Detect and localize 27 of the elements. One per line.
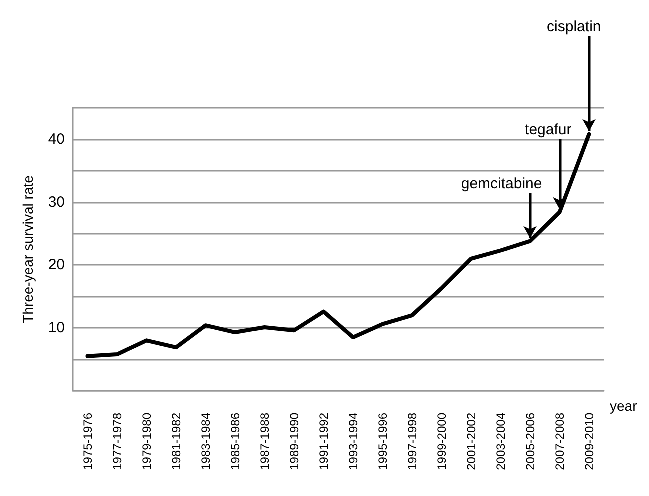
x-tick-label: 1977-1978: [110, 412, 124, 470]
x-tick-label: 1979-1980: [140, 412, 154, 470]
x-tick-label: 1991-1992: [316, 412, 331, 470]
x-tick-label: 1983-1984: [198, 412, 213, 470]
x-tick-label: 2007-2008: [552, 412, 567, 470]
annotation: gemcitabine: [461, 175, 542, 192]
x-tick-label: 2005-2006: [523, 412, 538, 470]
annotation: cisplatin: [547, 18, 602, 36]
x-tick-label: 2009-2010: [582, 412, 596, 470]
x-tick-label: 1997-1998: [405, 412, 420, 470]
y-tick-label: 10: [48, 320, 65, 337]
y-tick-label: 20: [48, 256, 65, 274]
x-tick-label: 1999-2000: [434, 412, 449, 470]
y-axis-title: Three-year survival rate: [20, 175, 36, 324]
x-tick-label: 1995-1996: [376, 412, 390, 470]
x-tick-label: 2001-2002: [464, 412, 478, 470]
x-tick-label: 1975-1976: [80, 412, 95, 470]
y-tick-label: 40: [48, 130, 65, 148]
y-tick-label: 30: [48, 194, 65, 211]
x-axis-title: year: [610, 398, 638, 414]
x-tick-label: 2003-2004: [494, 412, 508, 470]
x-tick-label: 1989-1990: [287, 412, 302, 470]
annotation: tegafur: [525, 121, 572, 138]
x-tick-label: 1993-1994: [346, 412, 360, 470]
x-tick-label: 1985-1986: [228, 412, 242, 470]
x-tick-label: 1987-1988: [258, 412, 272, 470]
x-tick-label: 1981-1982: [169, 412, 184, 470]
